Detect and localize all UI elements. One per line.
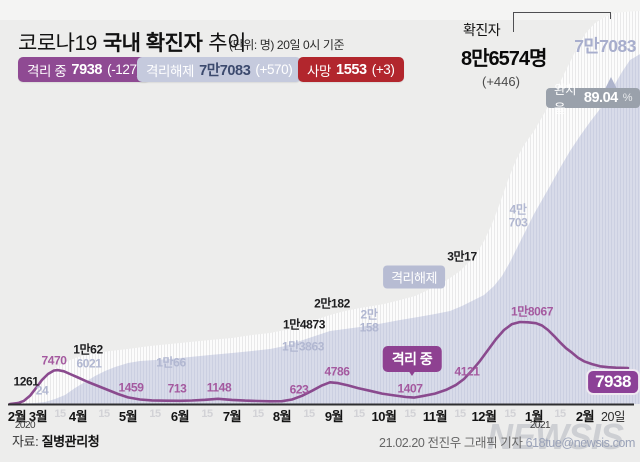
confirmed-total-stat: 확진자 8만6574명 (+446) [461,20,553,89]
x-axis-tick: 2020 [14,420,36,431]
source-name: 질병관리청 [41,434,100,449]
subtitle: (단위: 명) 20일 0시 기준 [229,38,345,52]
data-label-confirmed: 1261 [13,374,39,389]
deaths-badge: 사망 1553 (+3) [298,57,404,82]
deaths-badge-delta: (+3) [371,62,395,77]
title-prefix: 코로나19 [18,32,97,55]
top-strip [0,0,640,20]
quarantine-chip-pointer-icon [406,367,418,376]
x-axis-tick: 2021 [529,420,551,431]
x-axis-tick: 6월 [170,409,190,424]
x-axis-tick: 3월 [28,409,48,424]
data-label-confirmed: 1만62 [73,342,103,357]
x-axis-tick: 15 [554,408,566,420]
title-suffix: 추이 [208,32,246,55]
page-title: 코로나19 국내 확진자 추이 [18,27,246,57]
quarantine-series-chip: 격리 중 [382,346,442,372]
x-axis-tick: 15 [303,408,315,420]
data-label-released: 1만66 [156,355,186,370]
confirmed-total-label: 확진자 [463,22,501,38]
x-axis-tick: 4월 [68,409,88,424]
callout-bracket-top [513,12,610,13]
source-prefix: 자료: [12,434,39,449]
callout-bracket-left [513,12,514,32]
x-axis-tick: 15 [504,408,516,420]
released-area [10,54,640,404]
quarantine-badge-value: 7938 [71,61,103,78]
credit-line: 21.02.20 전진우 그래픽 기자 618tue@newsis.com [379,432,635,451]
newsis-watermark: NEWSIS [487,416,624,457]
x-axis-tick: 1월 [524,409,544,424]
credit-email: 618tue@newsis.com [525,436,636,450]
x-axis-tick: 5월 [118,409,138,424]
x-axis-tick: 2월 [575,409,595,424]
cure-rate-value: 89.04 [583,90,618,106]
released-badge-label: 격리해제 [146,63,195,79]
x-axis-tick: 15 [98,408,110,420]
x-axis-tick: 15 [353,408,365,420]
released-badge-delta: (+570) [255,62,293,77]
x-axis-tick: 11월 [422,409,448,424]
deaths-badge-label: 사망 [307,63,332,79]
quarantine-badge-label: 격리 중 [27,63,67,79]
data-label-quarantine: 4786 [324,364,350,379]
confirmed-total-value: 8만6574명 [461,48,547,70]
data-label-confirmed: 2만182 [314,296,350,311]
callout-bracket-right [610,12,611,19]
data-label-quarantine: 1459 [118,380,144,395]
quarantine-end-value-badge: 7938 [586,369,640,395]
released-series-chip: 격리해제 [383,265,445,289]
data-label-released: 4만 703 [508,202,528,229]
data-label-quarantine: 1148 [206,380,232,395]
x-axis-tick: 9월 [324,409,344,424]
deaths-badge-value: 1553 [336,61,367,78]
released-badge: 격리해제 7만7083 (+570) [137,57,302,82]
x-axis-tick: 15 [454,408,466,420]
x-axis-tick: 15 [201,408,213,420]
data-label-quarantine: 713 [167,381,187,396]
data-label-quarantine: 1407 [397,381,423,396]
data-label-released: 2만 158 [359,307,379,334]
x-axis-tick: 15 [149,408,161,420]
x-axis-tick: 12월 [471,409,497,424]
cure-rate-label: 완치율 [554,83,577,116]
data-label-quarantine: 7470 [41,353,67,368]
data-label-released: 1만3863 [281,339,325,354]
title-bold: 국내 확진자 [102,32,203,55]
source-line: 자료: 질병관리청 [12,431,100,450]
quarantine-line [8,320,630,406]
x-axis-tick: 7월 [222,409,242,424]
x-axis-tick: 15 [54,408,66,420]
quarantine-badge: 격리 중 7938 (-127) [18,57,150,82]
cure-rate-badge: 완치율 89.04 % [546,83,640,116]
cure-rate-pointer-icon [605,77,617,89]
data-label-confirmed: 1만4873 [282,317,326,332]
data-label-released: 24 [35,383,49,398]
data-label-released: 6021 [76,356,102,371]
x-axis-tick: 20일 [601,410,625,424]
quarantine-badge-delta: (-127) [107,62,141,77]
x-axis-tick: 10월 [371,409,397,424]
released-badge-value: 7만7083 [199,63,251,79]
data-label-quarantine: 4121 [454,364,480,379]
confirmed-total-delta: (+446) [482,74,520,89]
cure-rate-unit: % [622,92,633,104]
credit-text: 21.02.20 전진우 그래픽 기자 [379,436,523,450]
data-label-quarantine: 623 [289,382,309,397]
x-axis-tick: 15 [252,408,264,420]
x-axis-tick: 2월 [7,409,27,424]
x-axis-tick: 15 [404,408,416,420]
released-total-value: 7만7083 [574,36,636,56]
x-axis-tick: 8월 [272,409,292,424]
data-label-confirmed: 3만17 [447,249,477,264]
data-label-quarantine: 1만8067 [510,304,554,319]
